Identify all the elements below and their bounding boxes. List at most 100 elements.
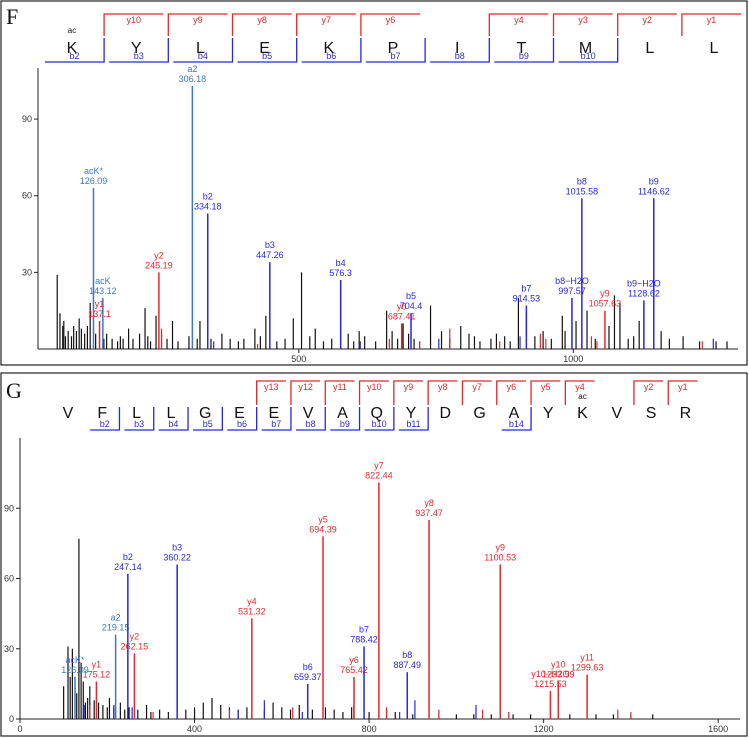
peak-ion-label: b7 — [359, 624, 369, 634]
peak-ion-label: b2 — [123, 552, 133, 562]
sequence-residue: V — [303, 405, 314, 422]
peak-ion-label: acK — [95, 276, 111, 286]
b-ion-bracket — [44, 38, 105, 63]
y-ion-bracket — [488, 13, 549, 36]
b-ion-bracket-label: b7 — [271, 419, 281, 429]
b-ion-bracket — [237, 38, 298, 63]
b-ion-bracket-label: b14 — [509, 419, 524, 429]
x-tick-label: 1200 — [534, 724, 554, 734]
x-tick-label: 400 — [187, 724, 202, 734]
peak-ion-label: a2 — [187, 64, 197, 74]
b-ion-bracket-label: b6 — [326, 51, 336, 61]
sequence-residue: L — [645, 40, 654, 57]
b-ion-bracket-label: b4 — [168, 419, 178, 429]
peak-mz-label: 1299.63 — [571, 663, 604, 673]
sequence-residue: L — [196, 40, 205, 57]
peak-mz-label: 1057.63 — [589, 299, 622, 309]
sequence-residue: V — [611, 405, 622, 422]
b-ion-bracket-label: b7 — [390, 51, 400, 61]
b-ion-bracket-label: b3 — [134, 419, 144, 429]
b-ion-bracket — [430, 38, 490, 63]
sequence-residue: Y — [543, 405, 554, 422]
y-ion-bracket-label: y9 — [193, 15, 203, 25]
peak-mz-label: 137.1 — [88, 309, 111, 319]
y-ion-bracket — [552, 13, 613, 36]
peak-ion-label: b2 — [203, 192, 213, 202]
y-ion-bracket-label: y13 — [264, 382, 279, 392]
y-tick-label: 90 — [4, 503, 14, 513]
b-ion-bracket-label: b2 — [69, 51, 79, 61]
sequence-residue: A — [509, 405, 520, 422]
y-ion-bracket-label: y5 — [541, 382, 551, 392]
y-ion-bracket-label: y1 — [678, 382, 688, 392]
peak-ion-label: y6 — [397, 301, 407, 311]
x-tick-label: 800 — [362, 724, 377, 734]
b-ion-bracket — [158, 407, 189, 431]
y-tick-label: 60 — [4, 574, 14, 584]
b-ion-bracket-label: b9 — [519, 51, 529, 61]
peak-mz-label: 788.42 — [350, 634, 378, 644]
b-ion-bracket-label: b11 — [406, 419, 420, 429]
y-ion-bracket — [681, 13, 742, 36]
y-ion-bracket-label: y8 — [257, 15, 267, 25]
y-ion-bracket-label: y2 — [643, 15, 653, 25]
peak-mz-label: 659.37 — [294, 672, 322, 682]
y-ion-bracket — [617, 13, 677, 36]
y-ion-bracket — [393, 380, 424, 405]
y-ion-bracket-label: y1 — [707, 15, 717, 25]
peak-ion-label: y6 — [349, 655, 359, 665]
b-ion-bracket — [261, 407, 292, 431]
peak-mz-label: 126.09 — [61, 665, 89, 675]
b-ion-bracket-label: b3 — [134, 51, 144, 61]
peak-mz-label: 1233.59 — [542, 670, 575, 680]
y-tick-label: 30 — [22, 267, 32, 277]
peak-ion-label: b6 — [303, 662, 313, 672]
peak-ion-label: b8−H2O — [555, 276, 589, 286]
peak-ion-label: y10 — [551, 660, 566, 670]
peak-ion-label: y9 — [600, 289, 610, 299]
sequence-residue: V — [63, 405, 74, 422]
panel-frame — [0, 0, 748, 366]
x-tick-label: 500 — [291, 354, 306, 364]
y-ion-bracket-label: y7 — [472, 382, 482, 392]
b-ion-bracket — [124, 407, 155, 431]
peak-mz-label: 765.42 — [340, 665, 368, 675]
y-ion-bracket — [427, 380, 458, 405]
y-ion-bracket — [231, 13, 292, 36]
y-ion-bracket-label: y10 — [126, 15, 141, 25]
peak-mz-label: 997.57 — [558, 286, 586, 296]
peak-ion-label: y4 — [247, 596, 257, 606]
peak-ion-label: y8 — [424, 498, 434, 508]
y-ion-bracket-label: y2 — [644, 382, 654, 392]
sequence-residue: Y — [131, 40, 142, 57]
panel-label: F — [6, 4, 18, 29]
peak-mz-label: 1100.53 — [484, 552, 516, 562]
peak-mz-label: 531.32 — [238, 606, 266, 616]
y-ion-bracket-label: y10 — [367, 382, 382, 392]
y-ion-bracket — [360, 13, 421, 36]
peak-mz-label: 694.39 — [309, 524, 337, 534]
sequence-residue: F — [97, 405, 107, 422]
b-ion-bracket — [193, 407, 224, 431]
y-ion-bracket — [461, 380, 492, 405]
y-ion-bracket-label: y9 — [404, 382, 414, 392]
modification-label: ac — [68, 26, 76, 35]
b-ion-bracket-label: b5 — [262, 51, 272, 61]
sequence-residue: S — [646, 405, 657, 422]
sequence-residue: K — [577, 405, 588, 422]
sequence-residue: K — [323, 40, 334, 57]
y-tick-label: 30 — [4, 644, 14, 654]
b-ion-bracket — [494, 38, 555, 63]
peak-ion-label: y9 — [495, 542, 505, 552]
b-ion-bracket — [173, 38, 234, 63]
y-ion-bracket — [255, 380, 286, 405]
y-ion-bracket — [296, 13, 356, 36]
peak-ion-label: b9 — [649, 176, 659, 186]
sequence-residue: Y — [406, 405, 417, 422]
peak-ion-label: b9−H2O — [627, 278, 661, 288]
y-ion-bracket — [633, 380, 664, 405]
peak-mz-label: 1146.62 — [638, 186, 670, 196]
peak-mz-label: 262.15 — [121, 641, 149, 651]
